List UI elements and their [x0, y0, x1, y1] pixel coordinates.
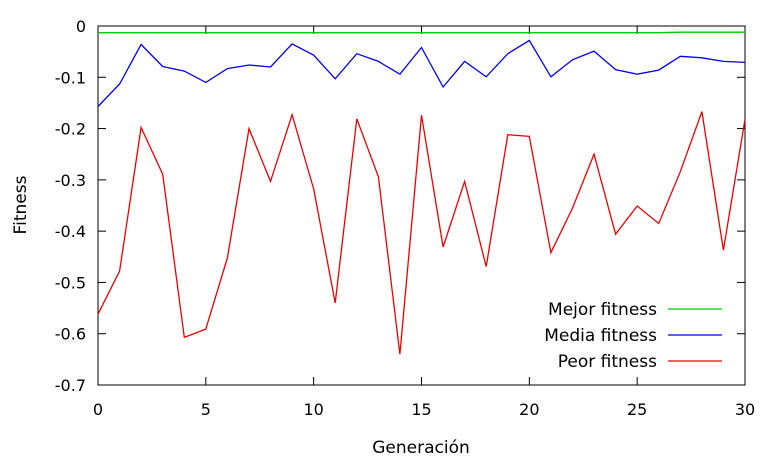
series-lines [97, 31, 746, 355]
legend-label-mejor-fitness: Mejor fitness [548, 300, 657, 320]
y-tick-label: -0.7 [55, 376, 86, 395]
legend: Mejor fitness Media fitness Peor fitness [544, 300, 722, 372]
legend-label-peor-fitness: Peor fitness [558, 352, 657, 372]
y-tick-label: -0.2 [55, 120, 86, 139]
x-tick-label: 25 [627, 400, 647, 419]
y-tick-label: -0.5 [55, 273, 86, 292]
series-line-media-fitness [97, 39, 746, 107]
y-tick-label: -0.6 [55, 325, 86, 344]
y-axis-label: Fitness [11, 175, 31, 234]
x-axis-label: Generación [372, 438, 470, 458]
x-tick-label: 20 [519, 400, 539, 419]
x-tick-label: 30 [735, 400, 755, 419]
series-line-peor-fitness [97, 111, 746, 355]
series-line-mejor-fitness [98, 31, 745, 34]
x-tick-label: 5 [201, 400, 211, 419]
axis-ticks: 0 5 10 15 20 25 30 0 -0.1 -0.2 -0.3 -0.4 -0.5 -0.6 -0.… [55, 17, 755, 419]
legend-label-media-fitness: Media fitness [544, 326, 657, 346]
x-tick-label: 15 [411, 400, 431, 419]
x-tick-label: 10 [303, 400, 323, 419]
y-tick-label: -0.3 [55, 171, 86, 190]
y-tick-label: -0.1 [55, 68, 86, 87]
x-tick-label: 0 [93, 400, 103, 419]
y-tick-label: 0 [76, 17, 86, 36]
y-tick-label: -0.4 [55, 222, 86, 241]
